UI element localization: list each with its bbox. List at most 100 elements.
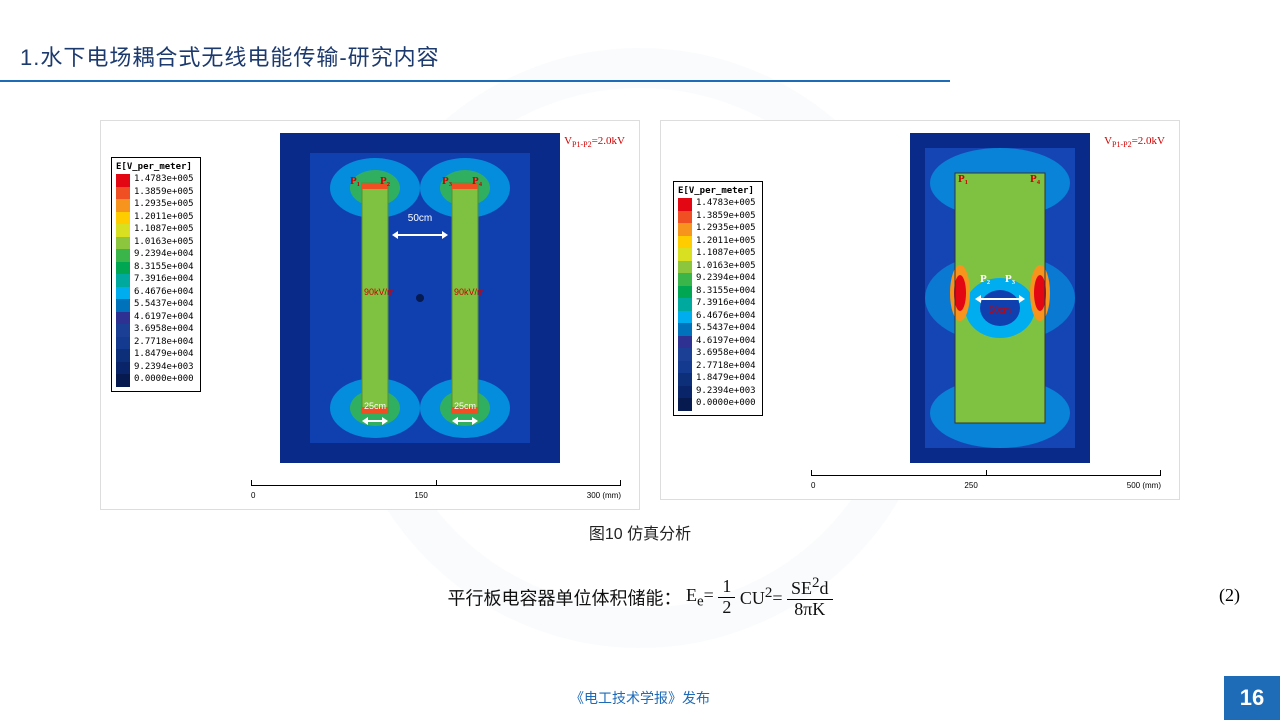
- field-label-1: 90kV/m: [364, 288, 386, 297]
- legend-value: 0.0000e+000: [134, 374, 194, 387]
- width-arrow-2: [452, 415, 478, 427]
- title-underline: [0, 80, 950, 82]
- gap-label: 50cm: [398, 213, 442, 224]
- header: 1.水下电场耦合式无线电能传输-研究内容: [20, 40, 440, 72]
- footer-publisher: 《电工技术学报》发布: [0, 688, 1280, 708]
- legend-seg: [678, 211, 692, 224]
- equation-lhs: Ee=: [686, 585, 714, 605]
- figure-caption: 图10 仿真分析: [0, 520, 1280, 544]
- equation-number: (2): [1219, 585, 1240, 606]
- legend-value: 7.3916e+004: [134, 274, 194, 287]
- legend-seg: [678, 248, 692, 261]
- plate-label-p2: P₂: [980, 273, 990, 285]
- legend-seg: [678, 286, 692, 299]
- legend-seg: [678, 261, 692, 274]
- legend-colorbar: [678, 198, 692, 411]
- legend-seg: [116, 287, 130, 300]
- simulation-right: P₁ P₄ P₂ P₃ 50cm: [910, 133, 1090, 463]
- legend-seg: [678, 348, 692, 361]
- legend-value: 1.0163e+005: [134, 237, 194, 250]
- legend-value: 4.6197e+004: [134, 312, 194, 325]
- legend-value: 1.8479e+004: [134, 349, 194, 362]
- equation-frac2: SE2d 8πK: [787, 575, 833, 620]
- legend-title: E[V_per_meter]: [678, 186, 756, 196]
- scale-mid: 150: [414, 491, 427, 500]
- legend-value: 9.2394e+004: [134, 249, 194, 262]
- legend-seg: [678, 323, 692, 336]
- legend-value: 8.3155e+004: [696, 286, 756, 299]
- legend-seg: [116, 349, 130, 362]
- figure-panel-left: VP1-P2=2.0kV E[V_per_meter] 1.4783e+0051…: [100, 120, 640, 510]
- legend-value: 1.4783e+005: [134, 174, 194, 187]
- legend-seg: [678, 336, 692, 349]
- legend-seg: [116, 249, 130, 262]
- legend-seg: [116, 362, 130, 375]
- legend-seg: [116, 224, 130, 237]
- legend-seg: [678, 198, 692, 211]
- legend-left: E[V_per_meter] 1.4783e+0051.3859e+0051.2…: [111, 157, 201, 392]
- legend-right: E[V_per_meter] 1.4783e+0051.3859e+0051.2…: [673, 181, 763, 416]
- plate-label-p1: P₁: [350, 175, 360, 187]
- legend-value: 9.2394e+003: [696, 386, 756, 399]
- scale-end: 500 (mm): [1127, 481, 1161, 490]
- legend-seg: [678, 273, 692, 286]
- plate-label-p4: P₄: [472, 175, 482, 187]
- scale-start: 0: [811, 481, 815, 490]
- scale-mid: 250: [964, 481, 977, 490]
- legend-seg: [678, 223, 692, 236]
- voltage-label-right: VP1-P2=2.0kV: [1104, 135, 1165, 149]
- legend-value: 1.2935e+005: [696, 223, 756, 236]
- scale-bar-left: 0 150 300 (mm): [251, 485, 621, 501]
- legend-seg: [678, 236, 692, 249]
- field-label-2: 90kV/m: [454, 288, 476, 297]
- legend-seg: [678, 386, 692, 399]
- legend-seg: [116, 274, 130, 287]
- legend-seg: [116, 374, 130, 387]
- width-label-1: 25cm: [358, 401, 392, 411]
- equation-prefix: 平行板电容器单位体积储能：: [447, 588, 681, 608]
- scale-end: 300 (mm): [587, 491, 621, 500]
- legend-seg: [116, 199, 130, 212]
- legend-labels: 1.4783e+0051.3859e+0051.2935e+0051.2011e…: [134, 174, 194, 387]
- equation: 平行板电容器单位体积储能： Ee= 1 2 CU2= SE2d 8πK: [0, 575, 1280, 620]
- legend-value: 8.3155e+004: [134, 262, 194, 275]
- equation-frac1: 1 2: [718, 577, 735, 618]
- legend-value: 1.2935e+005: [134, 199, 194, 212]
- legend-value: 7.3916e+004: [696, 298, 756, 311]
- legend-value: 0.0000e+000: [696, 398, 756, 411]
- legend-seg: [678, 398, 692, 411]
- slide-title: 1.水下电场耦合式无线电能传输-研究内容: [20, 40, 440, 72]
- page-number: 16: [1224, 676, 1280, 720]
- legend-title: E[V_per_meter]: [116, 162, 194, 172]
- legend-value: 6.4676e+004: [134, 287, 194, 300]
- figures-row: VP1-P2=2.0kV E[V_per_meter] 1.4783e+0051…: [0, 120, 1280, 510]
- legend-value: 9.2394e+004: [696, 273, 756, 286]
- legend-value: 1.2011e+005: [696, 236, 756, 249]
- heatmap-left: [280, 133, 560, 463]
- legend-value: 9.2394e+003: [134, 362, 194, 375]
- legend-seg: [116, 312, 130, 325]
- plate-label-p1: P₁: [958, 173, 968, 185]
- legend-value: 1.3859e+005: [696, 211, 756, 224]
- plate-label-p3: P₃: [442, 175, 452, 187]
- legend-seg: [116, 174, 130, 187]
- legend-value: 1.3859e+005: [134, 187, 194, 200]
- gap-arrow-right: [975, 293, 1025, 305]
- legend-seg: [116, 324, 130, 337]
- legend-value: 1.8479e+004: [696, 373, 756, 386]
- scale-bar-right: 0 250 500 (mm): [811, 475, 1161, 491]
- legend-value: 3.6958e+004: [134, 324, 194, 337]
- legend-seg: [116, 299, 130, 312]
- legend-seg: [678, 298, 692, 311]
- legend-colorbar: [116, 174, 130, 387]
- legend-value: 5.5437e+004: [134, 299, 194, 312]
- legend-seg: [116, 237, 130, 250]
- legend-value: 2.7718e+004: [696, 361, 756, 374]
- legend-value: 1.1087e+005: [134, 224, 194, 237]
- gap-label-right: 50cm: [976, 305, 1024, 315]
- legend-seg: [678, 373, 692, 386]
- legend-seg: [678, 361, 692, 374]
- width-label-2: 25cm: [448, 401, 482, 411]
- legend-seg: [116, 262, 130, 275]
- legend-value: 1.2011e+005: [134, 212, 194, 225]
